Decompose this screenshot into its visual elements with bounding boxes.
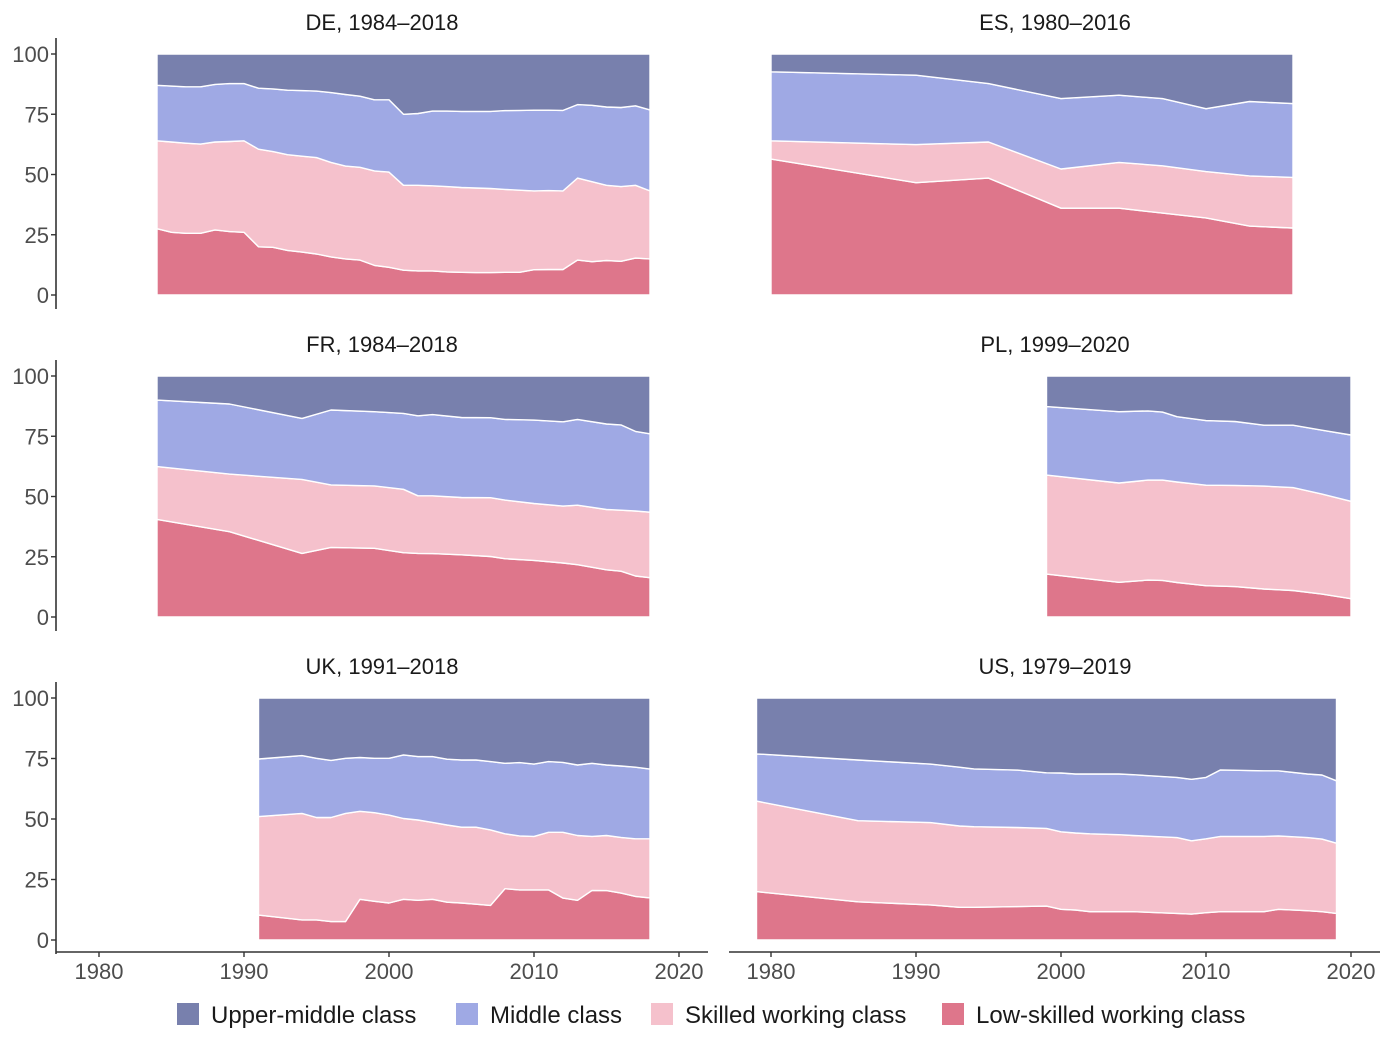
- y-tick-label: 25: [25, 545, 49, 570]
- panel-title: FR, 1984–2018: [306, 332, 458, 357]
- panel-title: DE, 1984–2018: [306, 10, 459, 35]
- panel-us: US, 1979–2019: [755, 654, 1338, 941]
- y-tick-label: 0: [37, 283, 49, 308]
- panels: DE, 1984–2018 ES, 1980–2016 FR, 1984–2018 P…: [156, 10, 1352, 941]
- panel-title: US, 1979–2019: [979, 654, 1132, 679]
- x-tick-label: 2000: [1037, 959, 1086, 984]
- legend-swatch: [942, 1003, 964, 1025]
- legend-item-upper: Upper-middle class: [177, 1002, 416, 1029]
- x-tick-label: 2020: [1327, 959, 1376, 984]
- legend: Upper-middle class Middle class Skilled wo…: [177, 1002, 1245, 1029]
- legend-swatch: [651, 1003, 673, 1025]
- panel-title: ES, 1980–2016: [979, 10, 1131, 35]
- legend-label: Upper-middle class: [211, 1002, 416, 1029]
- y-tick-label: 75: [25, 747, 49, 772]
- x-tick-label: 2000: [365, 959, 414, 984]
- y-tick-label: 50: [25, 807, 49, 832]
- y-tick-label: 50: [25, 163, 49, 188]
- x-tick-label: 1980: [75, 959, 124, 984]
- panel-pl: PL, 1999–2020: [980, 332, 1352, 618]
- area-upper: [755, 697, 1338, 782]
- panel-title: UK, 1991–2018: [306, 654, 459, 679]
- area-upper: [770, 53, 1294, 110]
- area-upper: [156, 375, 651, 435]
- axes: 0 25 50 75 100 0 25 50 75 100 0 25 50 75 100 1980 1990 20…: [12, 38, 1380, 984]
- legend-item-low: Low-skilled working class: [942, 1002, 1245, 1029]
- y-tick-label: 100: [12, 364, 49, 389]
- x-tick-label: 1990: [892, 959, 941, 984]
- x-tick-label: 2010: [1182, 959, 1231, 984]
- legend-item-skilled: Skilled working class: [651, 1002, 906, 1029]
- area-upper: [156, 53, 651, 115]
- legend-label: Skilled working class: [685, 1002, 906, 1029]
- panel-es: ES, 1980–2016: [770, 10, 1294, 296]
- y-tick-label: 100: [12, 42, 49, 67]
- area-upper: [257, 697, 651, 770]
- y-tick-label: 75: [25, 102, 49, 127]
- y-tick-label: 0: [37, 605, 49, 630]
- panel-title: PL, 1999–2020: [980, 332, 1129, 357]
- x-tick-label: 2010: [510, 959, 559, 984]
- y-tick-label: 100: [12, 686, 49, 711]
- x-tick-label: 2020: [655, 959, 704, 984]
- legend-item-middle: Middle class: [456, 1002, 622, 1029]
- legend-label: Middle class: [490, 1002, 622, 1029]
- y-tick-label: 25: [25, 868, 49, 893]
- y-tick-label: 75: [25, 424, 49, 449]
- panel-fr: FR, 1984–2018: [156, 332, 651, 618]
- y-tick-label: 50: [25, 485, 49, 510]
- legend-label: Low-skilled working class: [976, 1002, 1245, 1029]
- y-tick-label: 25: [25, 223, 49, 248]
- area-upper: [1045, 375, 1352, 436]
- x-tick-label: 1990: [220, 959, 269, 984]
- x-tick-label: 1980: [747, 959, 796, 984]
- y-tick-label: 0: [37, 928, 49, 953]
- panel-de: DE, 1984–2018: [156, 10, 651, 296]
- legend-swatch: [177, 1003, 199, 1025]
- panel-uk: UK, 1991–2018: [257, 654, 651, 941]
- legend-swatch: [456, 1003, 478, 1025]
